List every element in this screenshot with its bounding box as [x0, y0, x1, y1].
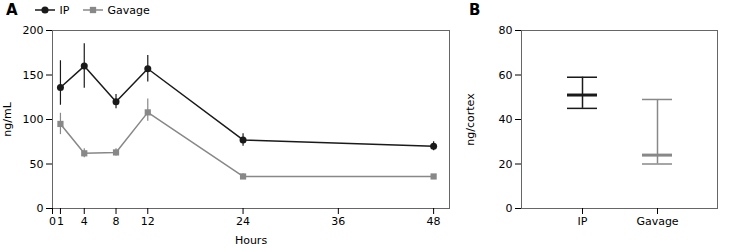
- html-text:IP: IP: [59, 3, 70, 17]
- svg-text:150: 150: [23, 69, 44, 82]
- svg-text:0: 0: [506, 202, 513, 215]
- svg-text:1: 1: [57, 215, 64, 228]
- svg-text:80: 80: [499, 24, 513, 37]
- svg-text:0: 0: [49, 215, 56, 228]
- svg-text:IP: IP: [578, 215, 588, 228]
- svg-text:100: 100: [23, 113, 44, 126]
- html-text:Gavage: Gavage: [107, 3, 150, 17]
- svg-text:24: 24: [236, 215, 250, 228]
- svg-text:4: 4: [81, 215, 88, 228]
- svg-text:20: 20: [499, 158, 513, 171]
- svg-text:12: 12: [141, 215, 155, 228]
- svg-text:8: 8: [113, 215, 120, 228]
- svg-text:60: 60: [499, 69, 513, 82]
- svg-text:Hours: Hours: [235, 234, 267, 247]
- html-text:B: B: [469, 1, 481, 19]
- svg-text:200: 200: [23, 24, 44, 37]
- svg-text:ng/cortex: ng/cortex: [464, 93, 477, 146]
- html-text:A: A: [6, 1, 18, 19]
- svg-text:48: 48: [427, 215, 441, 228]
- svg-text:40: 40: [499, 113, 513, 126]
- svg-text:0: 0: [37, 202, 44, 215]
- svg-text:36: 36: [331, 215, 345, 228]
- svg-text:ng/mL: ng/mL: [1, 101, 14, 136]
- svg-text:Gavage: Gavage: [636, 215, 678, 228]
- svg-text:50: 50: [30, 158, 44, 171]
